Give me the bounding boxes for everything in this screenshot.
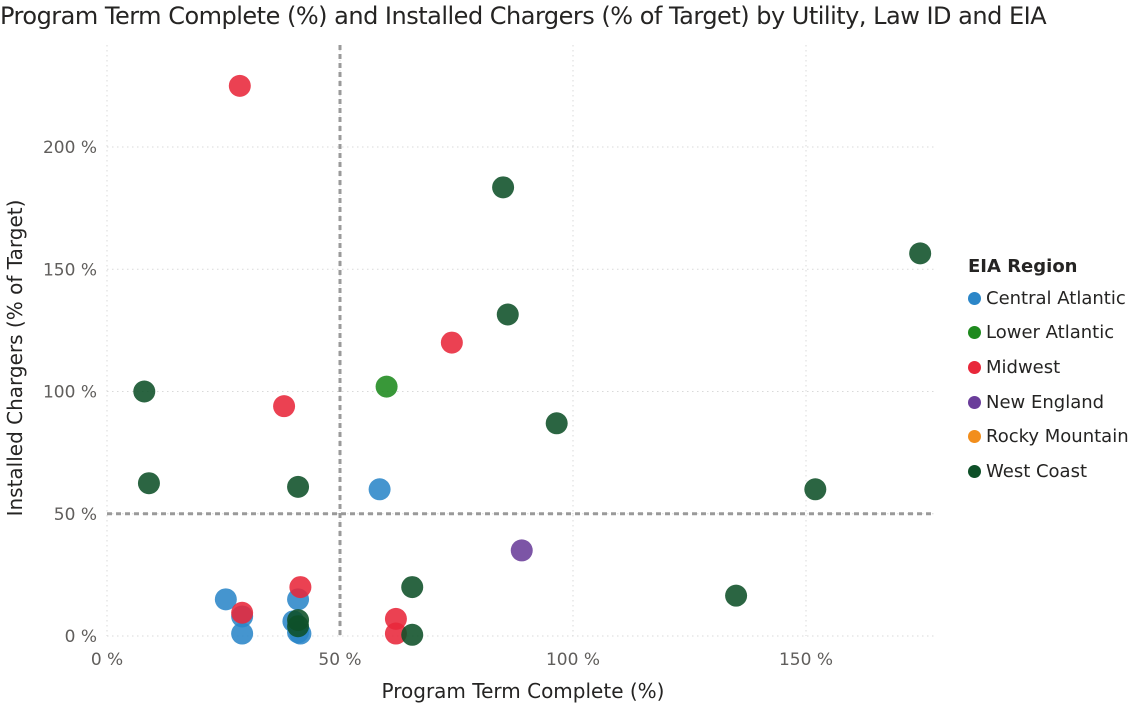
legend-item-lower-atlantic[interactable]: Lower Atlantic: [968, 316, 1129, 351]
y-axis-title: Installed Chargers (% of Target): [3, 200, 27, 517]
legend-label: Midwest: [986, 356, 1061, 378]
data-point-midwest[interactable]: [231, 601, 254, 624]
legend-marker-icon: [968, 326, 981, 340]
legend-marker-icon: [968, 291, 981, 305]
y-tick-label: 50 %: [54, 505, 97, 525]
legend-marker-icon: [968, 464, 981, 478]
legend-item-west-coast[interactable]: West Coast: [968, 454, 1129, 489]
legend-item-new-england[interactable]: New England: [968, 385, 1129, 420]
data-point-west-coast[interactable]: [496, 303, 519, 326]
legend-label: Rocky Mountain: [986, 426, 1129, 448]
data-point-west-coast[interactable]: [401, 623, 424, 646]
data-points: [133, 74, 932, 646]
x-tick-label: 100 %: [546, 650, 600, 670]
data-point-new-england[interactable]: [510, 539, 533, 562]
data-point-west-coast[interactable]: [492, 176, 515, 199]
data-point-west-coast[interactable]: [909, 242, 932, 265]
legend-label: Lower Atlantic: [986, 322, 1115, 344]
legend-item-rocky-mountain[interactable]: Rocky Mountain: [968, 419, 1129, 454]
data-point-midwest[interactable]: [289, 576, 312, 599]
legend-item-central-atlantic[interactable]: Central Atlantic: [968, 281, 1129, 316]
data-point-west-coast[interactable]: [804, 478, 827, 501]
data-point-west-coast[interactable]: [725, 584, 748, 607]
y-tick-label: 150 %: [43, 260, 97, 280]
reference-lines: [107, 45, 935, 636]
data-point-central-atlantic[interactable]: [231, 622, 254, 645]
data-point-central-atlantic[interactable]: [368, 478, 391, 501]
chart-title: Program Term Complete (%) and Installed …: [0, 2, 1047, 30]
data-point-west-coast[interactable]: [133, 380, 156, 403]
x-axis-title: Program Term Complete (%): [382, 679, 665, 703]
data-point-midwest[interactable]: [273, 395, 296, 418]
legend-items: Central Atlantic Lower Atlantic Midwest New…: [968, 281, 1129, 489]
legend-marker-icon: [968, 430, 981, 444]
data-point-lower-atlantic[interactable]: [375, 375, 398, 398]
legend-marker-icon: [968, 360, 981, 374]
x-axis-ticks: 0 % 50 % 100 % 150 %: [91, 650, 833, 670]
legend-title: EIA Region: [968, 256, 1078, 277]
legend-label: New England: [986, 391, 1105, 413]
data-point-midwest[interactable]: [228, 74, 251, 97]
legend-label: Central Atlantic: [986, 287, 1126, 309]
y-tick-label: 0 %: [65, 627, 97, 647]
data-point-west-coast[interactable]: [287, 475, 310, 498]
y-tick-label: 100 %: [43, 383, 97, 403]
legend: EIA Region Central Atlantic Lower Atlanti…: [968, 256, 1129, 489]
data-point-west-coast[interactable]: [401, 576, 424, 599]
y-tick-label: 200 %: [43, 138, 97, 158]
data-point-west-coast[interactable]: [137, 472, 160, 495]
x-tick-label: 50 %: [318, 650, 361, 670]
legend-marker-icon: [968, 395, 981, 409]
x-tick-label: 150 %: [779, 650, 833, 670]
x-tick-label: 0 %: [91, 650, 123, 670]
legend-label: West Coast: [986, 460, 1088, 482]
data-point-midwest[interactable]: [440, 331, 463, 354]
grid-lines: [106, 45, 935, 637]
data-point-midwest[interactable]: [384, 622, 407, 645]
data-point-west-coast[interactable]: [545, 412, 568, 435]
data-point-west-coast[interactable]: [287, 615, 310, 638]
legend-item-midwest[interactable]: Midwest: [968, 350, 1129, 385]
data-point-central-atlantic[interactable]: [214, 588, 237, 611]
y-axis-ticks: 0 % 50 % 100 % 150 % 200 %: [43, 138, 97, 647]
